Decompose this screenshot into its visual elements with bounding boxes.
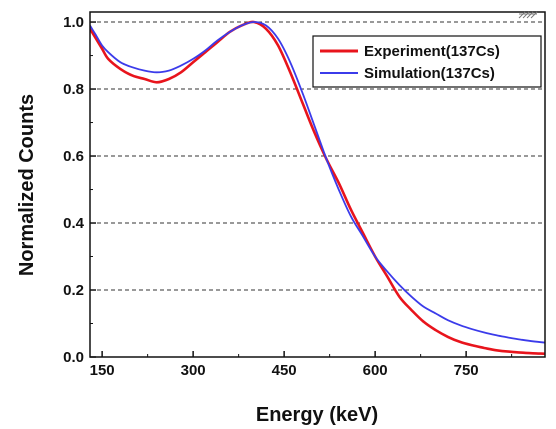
- x-tick-label: 150: [90, 362, 115, 379]
- y-tick-label: 0.2: [63, 282, 84, 299]
- y-tick-label: 0.8: [63, 81, 84, 98]
- y-axis: 0.0 0.2 0.4 0.6 0.8 1.0: [63, 14, 96, 366]
- plot-frame: [89, 11, 546, 358]
- legend-label-experiment: Experiment(137Cs): [364, 43, 500, 60]
- y-axis-title: Normalized Counts: [16, 94, 38, 276]
- grid: [90, 21, 545, 291]
- y-tick-label: 1.0: [63, 14, 84, 31]
- x-tick-label: 600: [363, 362, 388, 379]
- x-tick-label: 450: [272, 362, 297, 379]
- y-tick-label: 0.6: [63, 148, 84, 165]
- x-tick-label: 750: [454, 362, 479, 379]
- series-line-simulation: [90, 21, 545, 344]
- x-tick-label: 300: [181, 362, 206, 379]
- series-lines: [90, 20, 545, 355]
- legend-label-simulation: Simulation(137Cs): [364, 65, 495, 82]
- series-line-experiment: [90, 20, 545, 355]
- y-tick-label: 0.0: [63, 349, 84, 366]
- x-axis-title: Energy (keV): [256, 404, 378, 426]
- legend-box: [312, 35, 542, 88]
- corner-hatch-icon: [518, 11, 538, 19]
- legend: Experiment(137Cs) Simulation(137Cs): [312, 35, 542, 88]
- y-tick-label: 0.4: [63, 215, 85, 232]
- x-axis: 150 300 450 600 750: [90, 351, 513, 379]
